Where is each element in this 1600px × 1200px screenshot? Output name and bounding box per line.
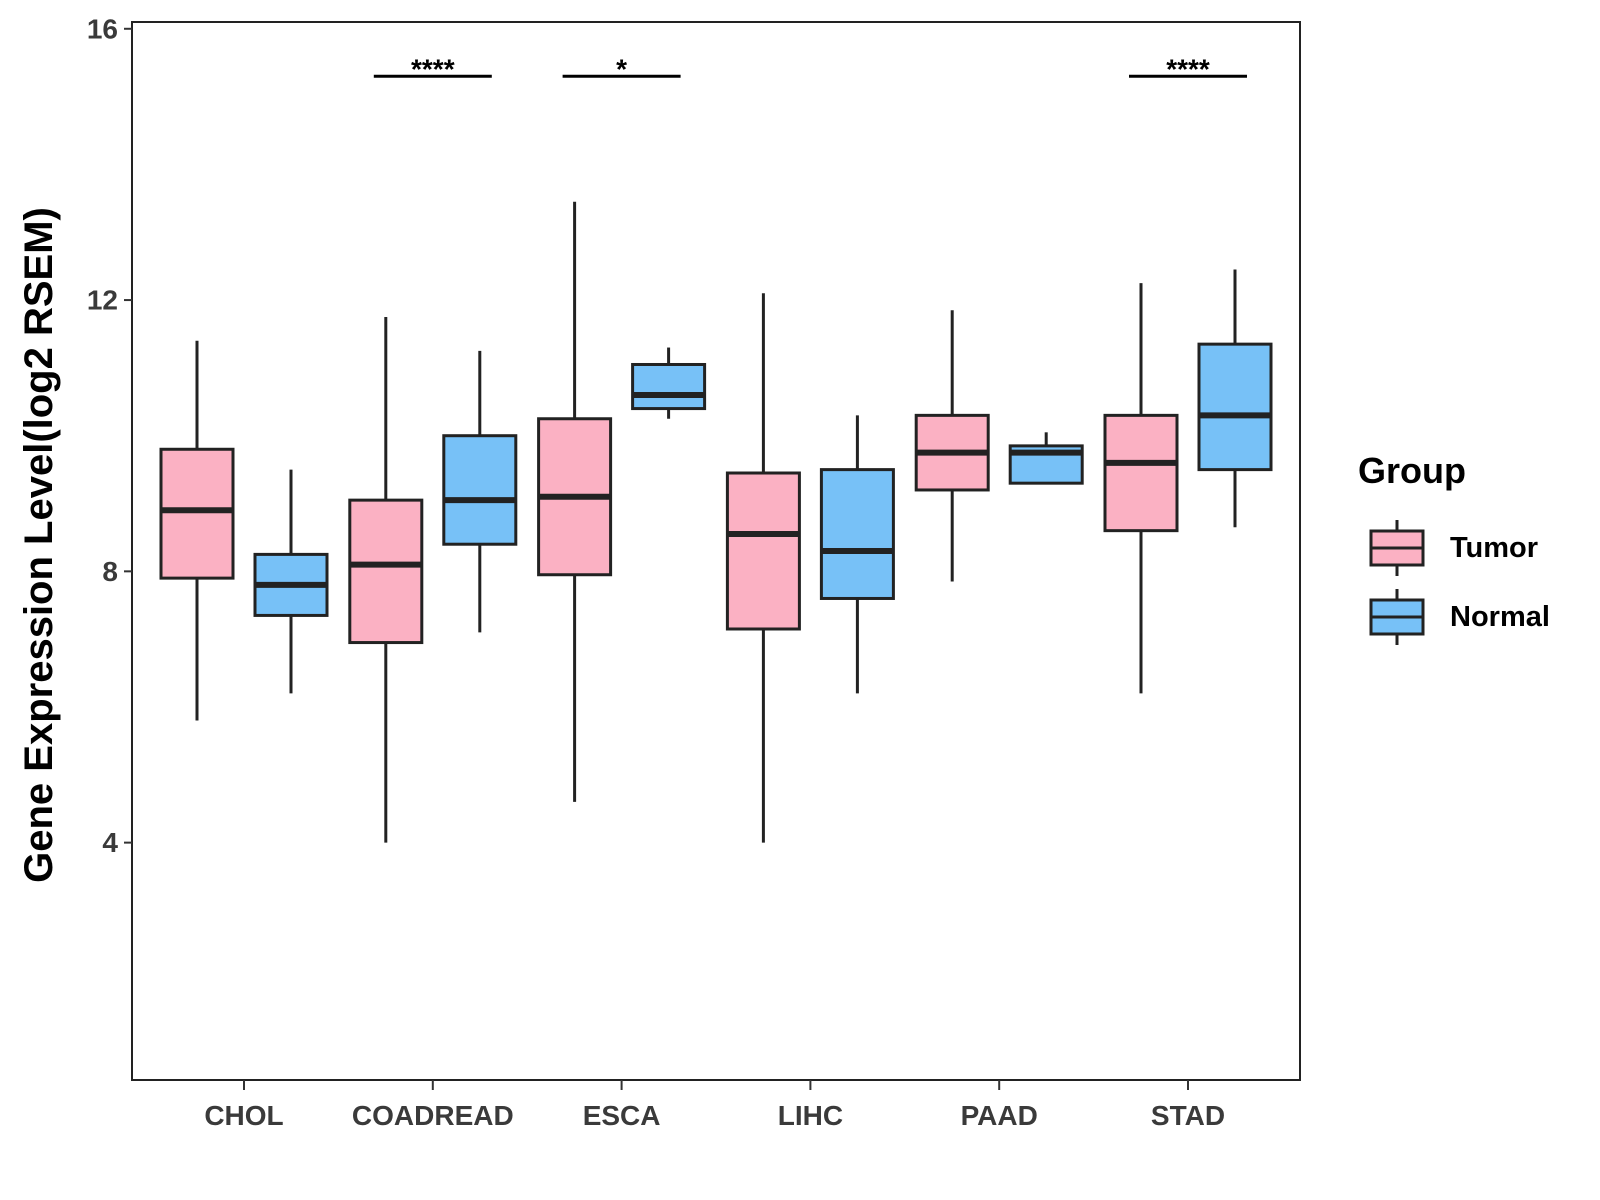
y-axis-title: Gene Expression Level(log2 RSEM) <box>17 207 61 883</box>
y-tick-label: 4 <box>102 827 118 858</box>
significance-label: **** <box>411 53 455 84</box>
x-tick-label: COADREAD <box>352 1100 514 1131</box>
x-tick-label: ESCA <box>583 1100 661 1131</box>
legend-label-tumor: Tumor <box>1450 532 1538 564</box>
box-normal-lihc <box>819 415 895 694</box>
legend-title: Group <box>1358 450 1466 491</box>
legend-label-normal: Normal <box>1450 601 1550 633</box>
box-tumor-paad <box>914 310 990 582</box>
box-normal-esca <box>631 347 707 419</box>
legend: Group Tumor Normal <box>1358 450 1550 645</box>
box-body <box>819 468 895 600</box>
significance-label: **** <box>1166 53 1210 84</box>
box-tumor-esca <box>537 201 613 802</box>
y-tick-label: 12 <box>87 285 118 316</box>
box-normal-stad <box>1197 269 1273 528</box>
box-body <box>348 498 424 645</box>
box-tumor-stad <box>1103 283 1179 694</box>
box-body <box>1197 342 1273 472</box>
y-tick-label: 8 <box>102 556 118 587</box>
panel-border <box>131 21 1301 1081</box>
box-normal-paad <box>1008 432 1084 485</box>
box-tumor-coadread <box>348 317 424 843</box>
significance-label: * <box>616 53 627 84</box>
x-tick-label: STAD <box>1151 1100 1225 1131</box>
box-normal-coadread <box>442 350 518 633</box>
x-tick-label: CHOL <box>204 1100 283 1131</box>
box-body <box>631 362 707 411</box>
box-tumor-chol <box>159 340 235 721</box>
x-tick-label: PAAD <box>961 1100 1038 1131</box>
y-tick-label: 16 <box>87 13 118 44</box>
box-body <box>442 434 518 546</box>
box-body <box>159 447 235 580</box>
box-body <box>725 471 801 631</box>
box-normal-chol <box>253 469 329 694</box>
box-body <box>1103 413 1179 533</box>
box-tumor-lihc <box>725 293 801 843</box>
x-tick-label: LIHC <box>778 1100 843 1131</box>
